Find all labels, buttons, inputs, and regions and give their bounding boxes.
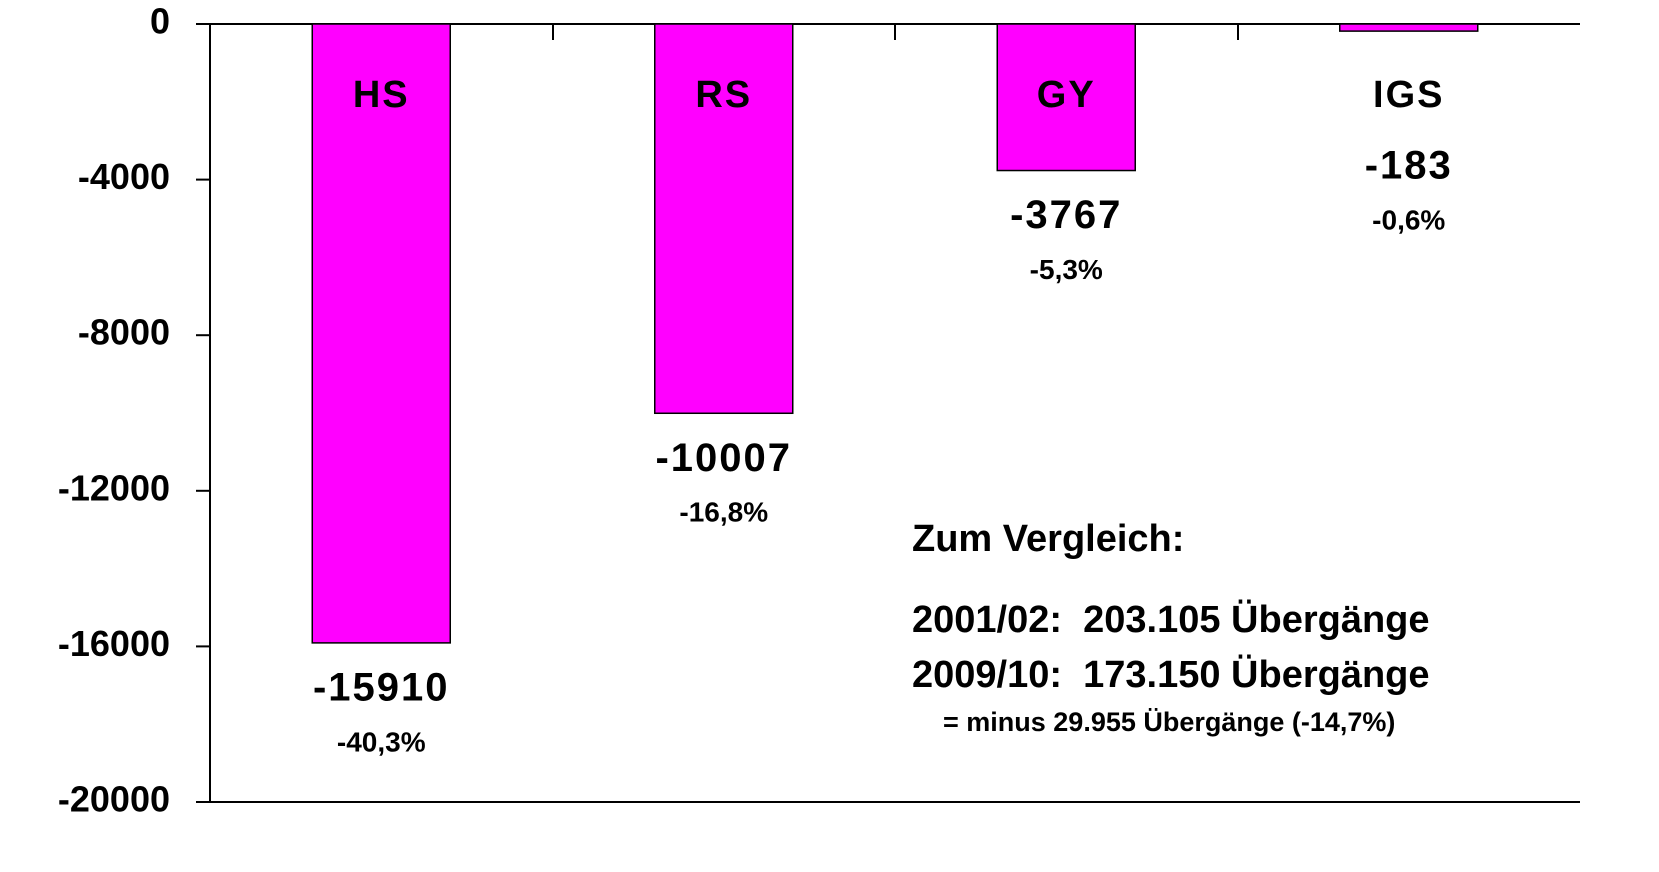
bar [996, 23, 1136, 172]
y-tick-label: -16000 [58, 623, 170, 664]
value-label: -3767 [1010, 193, 1122, 237]
category-label: RS [695, 74, 752, 116]
y-tick-label: -4000 [78, 156, 170, 197]
value-label: -183 [1365, 144, 1453, 188]
annotation: Zum Vergleich: [912, 518, 1184, 560]
category-label: HS [353, 74, 410, 116]
bar [311, 23, 451, 644]
value-label: -10007 [655, 436, 792, 480]
percent-label: -40,3% [337, 726, 426, 757]
category-label: IGS [1373, 74, 1444, 116]
y-tick-label: 0 [150, 1, 170, 42]
y-tick-label: -8000 [78, 312, 170, 353]
annotation: = minus 29.955 Übergänge (-14,7%) [943, 707, 1395, 737]
percent-label: -5,3% [1030, 254, 1103, 285]
bar [1339, 23, 1479, 32]
annotation: 2001/02: 203.105 Übergänge [912, 598, 1430, 641]
percent-label: -16,8% [679, 497, 768, 528]
category-label: GY [1037, 74, 1096, 116]
y-tick-label: -12000 [58, 467, 170, 508]
y-tick-label: -20000 [58, 779, 170, 820]
percent-label: -0,6% [1372, 204, 1445, 235]
annotation: 2009/10: 173.150 Übergänge [912, 653, 1430, 696]
value-label: -15910 [313, 665, 450, 709]
bar [654, 23, 794, 415]
